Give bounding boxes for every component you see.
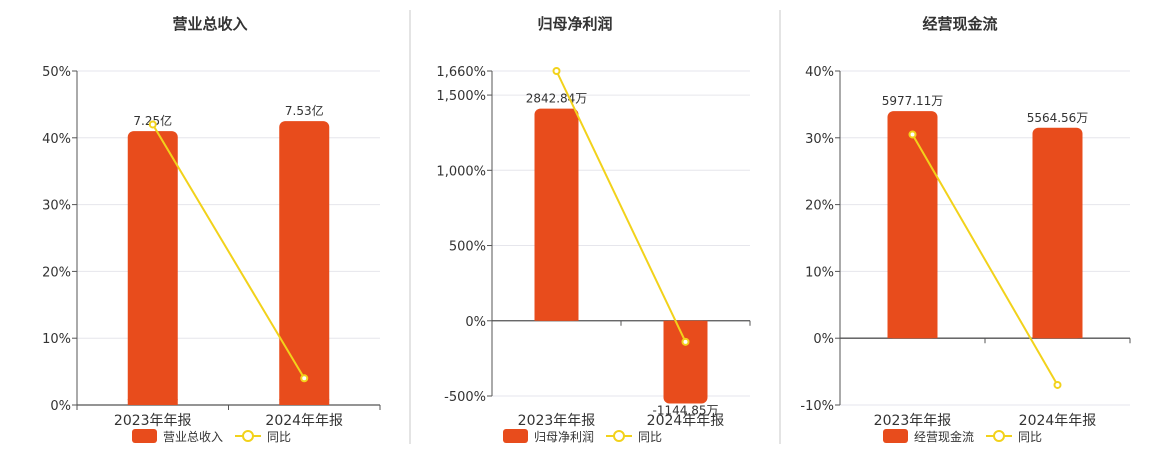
chart1-yoy-point <box>300 374 309 383</box>
chart2-x-tick-label: 2023年年报 <box>518 413 596 429</box>
chart1-legend-bar-swatch <box>132 429 157 443</box>
chart3-y-tick-label: 0% <box>813 332 834 347</box>
chart1-bar-data-label: 7.53亿 <box>285 103 324 118</box>
chart3-legend-line-marker <box>993 430 1005 442</box>
chart2-y-tick-label: 0% <box>465 315 486 330</box>
chart2-title: 归母净利润 <box>537 15 612 33</box>
chart3-legend-line-label: 同比 <box>1018 430 1042 444</box>
chart3-bar-data-label: 5564.56万 <box>1027 111 1089 125</box>
chart3-title: 经营现金流 <box>922 15 997 33</box>
chart2-y-tick-label: -500% <box>444 390 486 405</box>
chart2-y-tick-label: 500% <box>449 240 486 255</box>
chart2-yoy-point <box>552 67 561 75</box>
chart3-bar <box>887 111 938 339</box>
chart2-bar-data-label: 2842.84万 <box>526 92 588 106</box>
chart2-y-tick-label: 1,660% <box>436 65 486 80</box>
chart3-x-tick-label: 2024年年报 <box>1019 413 1097 429</box>
chart3-legend-bar-label: 经营现金流 <box>914 429 974 444</box>
chart3-y-tick-label: 40% <box>805 65 834 80</box>
chart3-x-tick-label: 2023年年报 <box>874 413 952 429</box>
chart2-yoy-point <box>681 337 690 346</box>
chart1-legend-line-label: 同比 <box>267 430 291 444</box>
chart1-legend-bar-label: 营业总收入 <box>163 430 223 444</box>
chart1-y-tick-label: 30% <box>42 199 71 214</box>
chart2-bar-base <box>663 320 708 327</box>
chart1-yoy-point <box>148 120 157 129</box>
chart3-y-tick-label: 10% <box>805 265 834 280</box>
chart2-y-tick-label: 1,000% <box>436 164 486 179</box>
chart2-bar <box>663 320 708 404</box>
chart1-x-tick-label: 2023年年报 <box>114 413 192 429</box>
chart2-legend-bar-label: 归母净利润 <box>534 430 594 444</box>
chart1-y-tick-label: 40% <box>42 132 71 147</box>
chart2-legend-bar-swatch <box>503 429 528 443</box>
chart1-y-tick-label: 50% <box>42 65 71 80</box>
chart3-bar <box>1032 127 1083 339</box>
chart2-bar-data-label: -1144.85万 <box>653 404 719 418</box>
chart3-yoy-point <box>1053 380 1062 389</box>
chart1-yoy-line <box>151 123 306 379</box>
chart2-x-tick-label: 2024年年报 <box>647 413 725 429</box>
chart1-y-tick-label: 10% <box>42 332 71 347</box>
chart1-x-tick-label: 2024年年报 <box>265 413 343 429</box>
chart1-bar <box>279 121 330 405</box>
chart1-y-tick-label: 0% <box>50 399 71 414</box>
chart1-bar-base <box>127 399 178 405</box>
chart3-y-tick-label: 20% <box>805 199 834 214</box>
chart3-bar-base <box>1032 332 1083 339</box>
chart3-y-tick-label: -10% <box>800 399 834 414</box>
chart3-yoy-line <box>911 133 1059 386</box>
chart1-bar <box>127 131 178 405</box>
chart1-bar-base <box>279 399 330 405</box>
chart3-bar-data-label: 5977.11万 <box>882 94 944 108</box>
chart2-bar-base <box>534 314 579 321</box>
chart3-legend-bar-swatch <box>883 429 908 443</box>
chart3-y-tick-label: 30% <box>805 132 834 147</box>
chart2-legend-line-marker <box>613 430 625 442</box>
chart1-legend-line-marker <box>242 430 254 442</box>
chart1-y-tick-label: 20% <box>42 265 71 280</box>
chart2-y-tick-label: 1,500% <box>436 89 486 104</box>
chart2-bar <box>534 108 579 321</box>
chart3-bar-base <box>887 332 938 339</box>
chart2-yoy-line <box>555 70 687 343</box>
chart3-yoy-point <box>908 130 917 139</box>
chart1-title: 营业总收入 <box>172 15 247 33</box>
chart2-legend-line-label: 同比 <box>638 430 662 444</box>
